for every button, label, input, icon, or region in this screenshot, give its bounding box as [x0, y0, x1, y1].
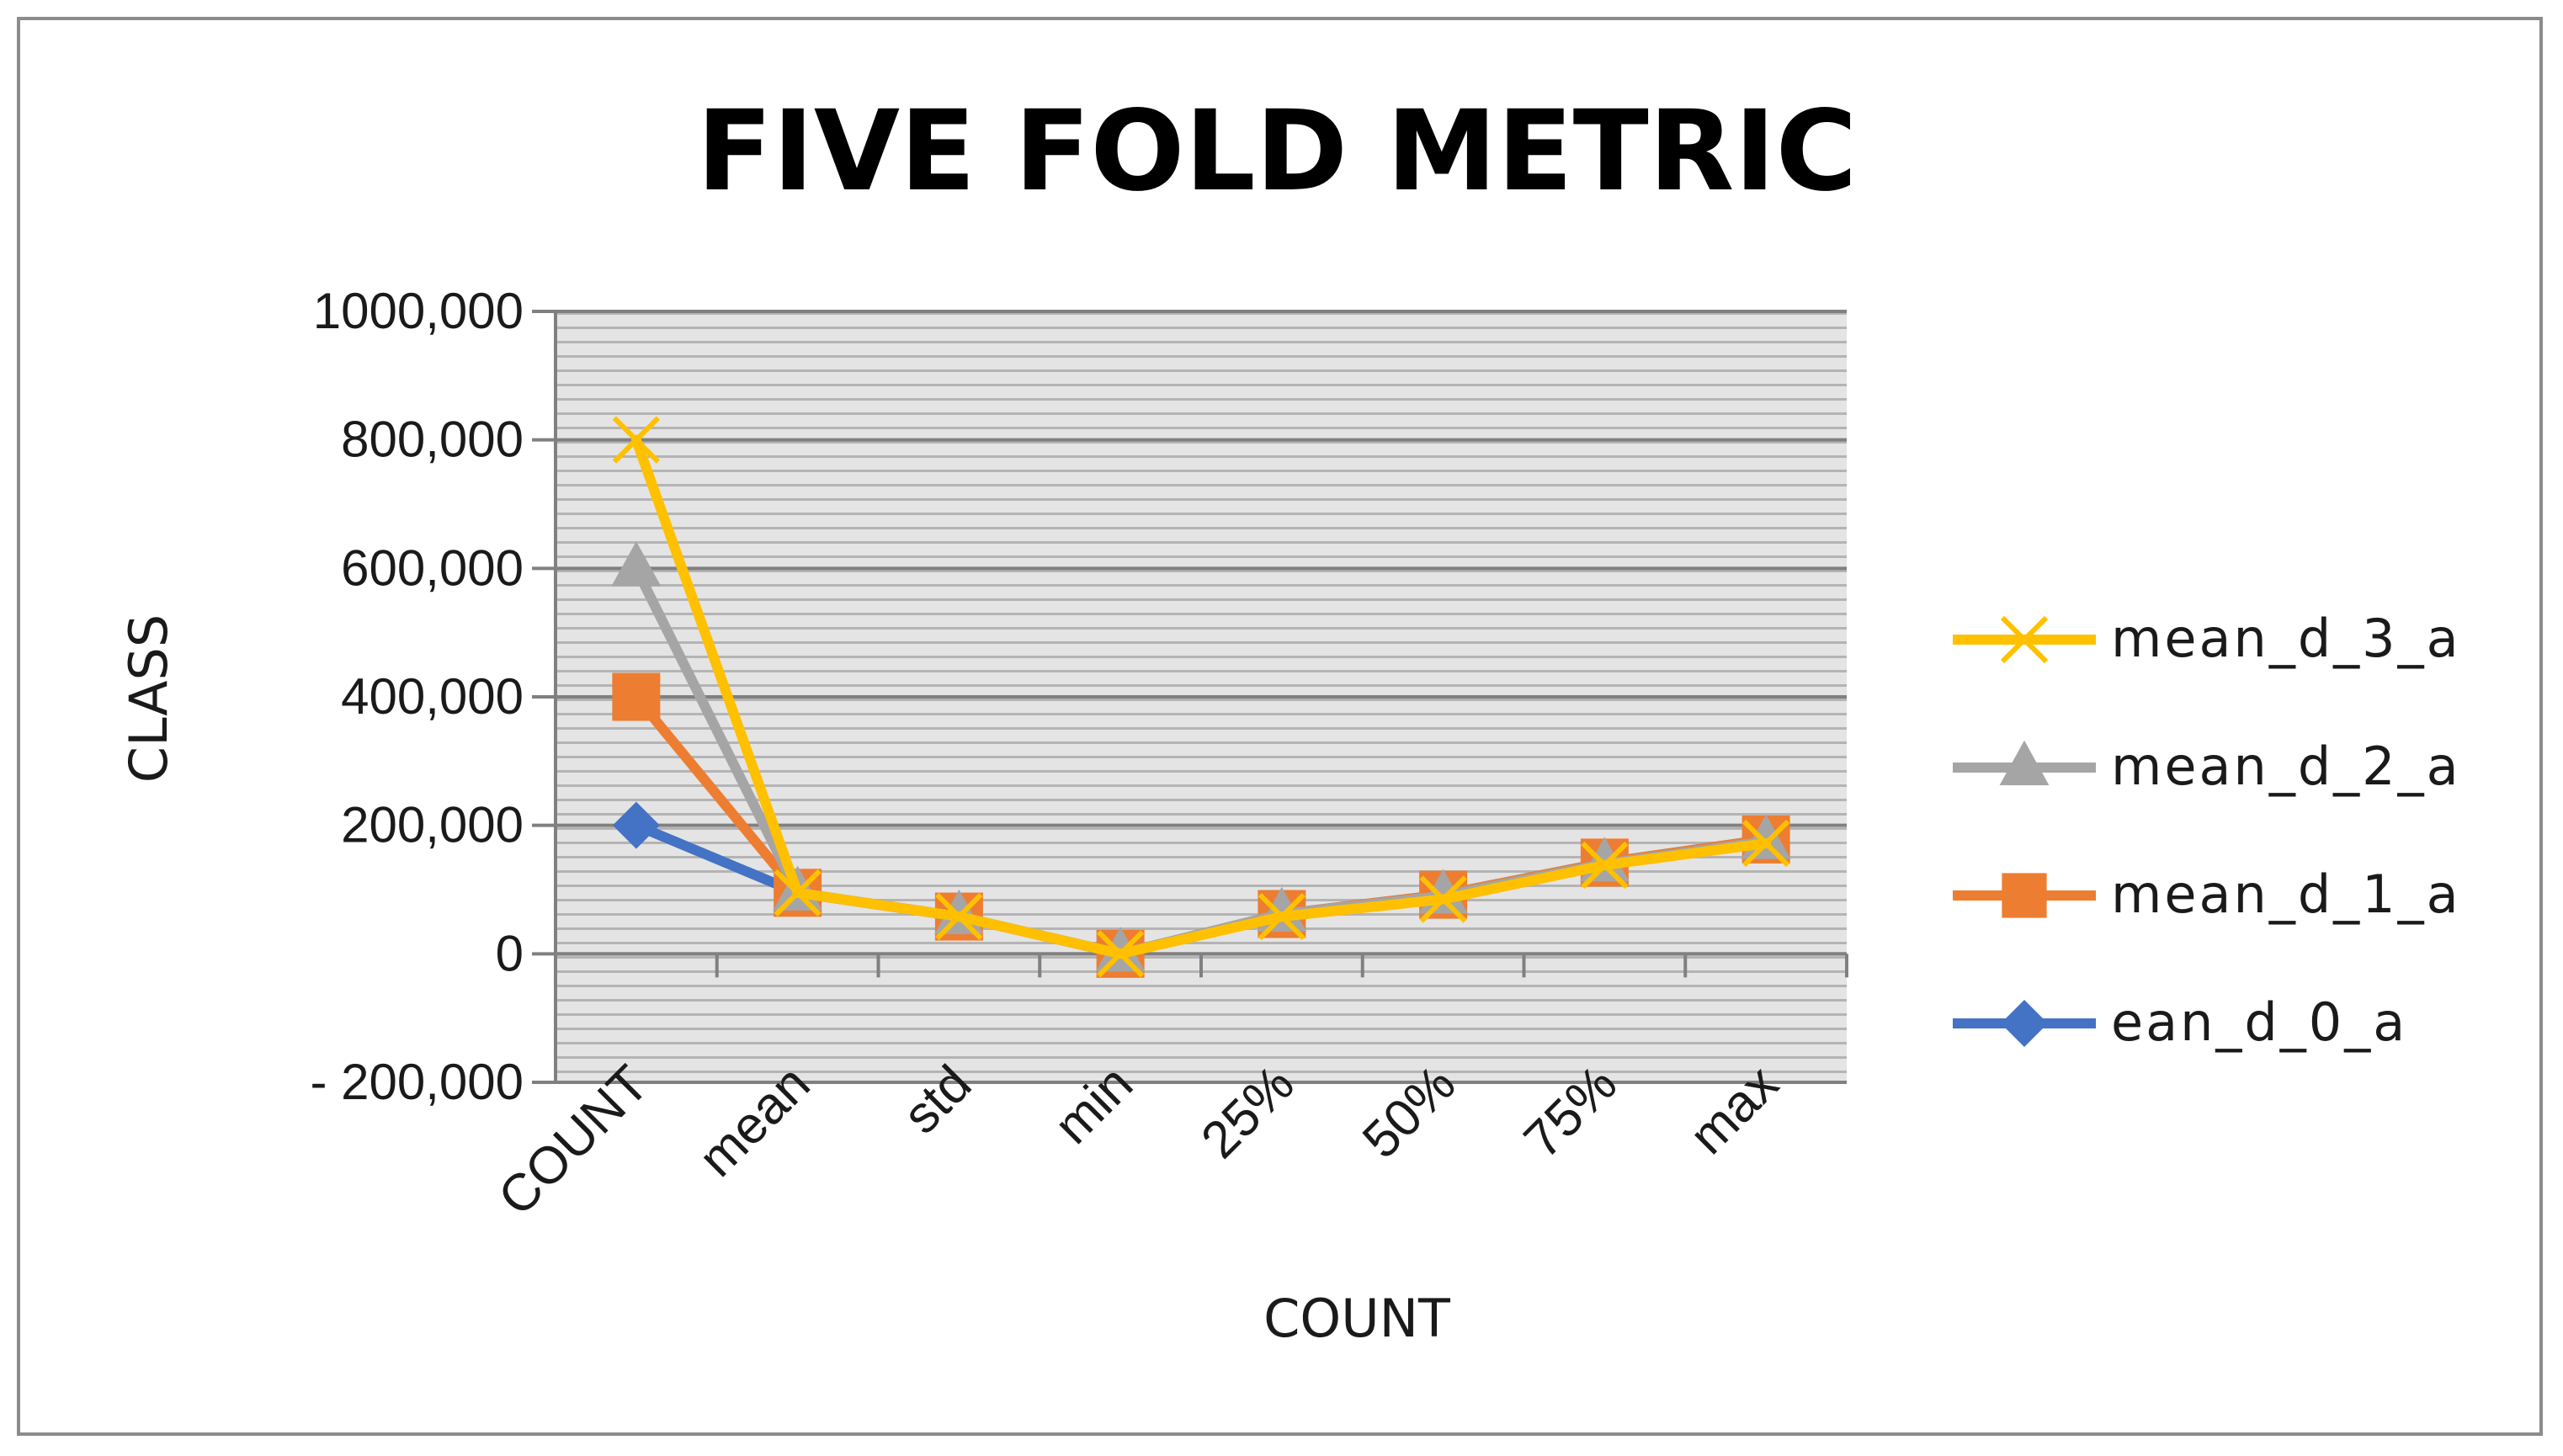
- triangle-marker: [611, 541, 662, 587]
- y-tick-label: 200,000: [341, 797, 524, 853]
- legend-label: mean_d_3_a: [2111, 608, 2461, 669]
- x-marker: [1419, 875, 1467, 923]
- legend-label: mean_d_2_a: [2111, 736, 2461, 797]
- legend-item: ean_d_0_a: [1953, 991, 2407, 1053]
- series-line: [630, 434, 1772, 959]
- x-marker: [2000, 615, 2049, 664]
- legend-item: mean_d_1_a: [1953, 864, 2461, 925]
- y-axis-ticks: 1000,000 800,000 600,000 400,000 200,000 0 - 2…: [310, 283, 556, 1110]
- diamond-marker: [612, 801, 660, 849]
- legend-item: mean_d_3_a: [1953, 608, 2461, 669]
- x-marker: [1581, 841, 1629, 890]
- diamond-marker: [2001, 1000, 2048, 1047]
- y-axis-label: CLASS: [118, 614, 179, 783]
- x-marker: [1097, 930, 1145, 978]
- legend: mean_d_3_a mean_d_2_a mean_d_1_a ean_d_0_a: [1953, 608, 2461, 1053]
- x-axis-label: COUNT: [1263, 1288, 1451, 1349]
- series-layer: [611, 416, 1791, 978]
- y-tick-label: 600,000: [341, 539, 524, 596]
- series-mean_d_3_a: [612, 416, 1790, 978]
- y-tick-label: 800,000: [341, 412, 524, 468]
- square-marker: [612, 672, 661, 721]
- legend-item: mean_d_2_a: [1953, 736, 2461, 797]
- y-tick-label: 400,000: [341, 668, 524, 725]
- y-tick-label: - 200,000: [310, 1054, 524, 1110]
- x-marker: [1742, 819, 1790, 868]
- legend-label: mean_d_1_a: [2111, 864, 2461, 925]
- chart-title: FIVE FOLD METRIC: [697, 87, 1858, 216]
- x-marker: [612, 416, 660, 464]
- triangle-marker: [1999, 740, 2050, 785]
- x-marker: [774, 869, 822, 917]
- y-tick-label: 0: [496, 925, 524, 981]
- y-tick-label: 1000,000: [313, 283, 524, 339]
- square-marker: [2002, 873, 2047, 918]
- x-marker: [935, 892, 983, 941]
- legend-label: ean_d_0_a: [2111, 991, 2407, 1053]
- x-marker: [1258, 892, 1305, 941]
